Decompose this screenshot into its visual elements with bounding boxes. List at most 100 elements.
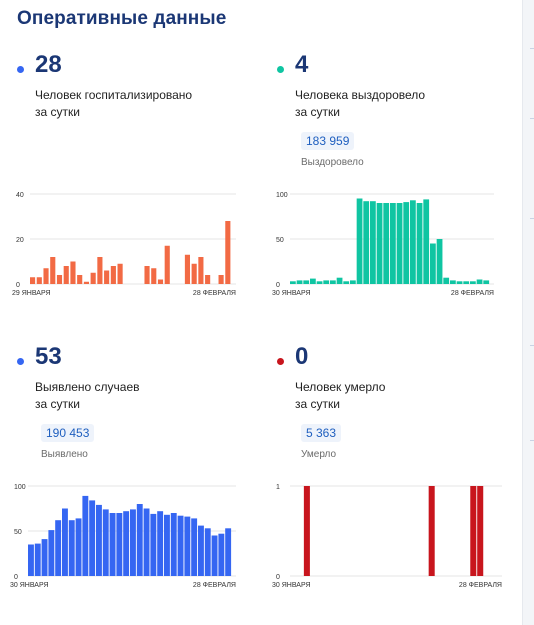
deaths-bar [477, 486, 484, 576]
cases-bar [191, 518, 198, 576]
hospitalized-bar [104, 270, 110, 284]
cases-bar [28, 544, 34, 576]
recovered-x-label-start: 30 ЯНВАРЯ [272, 290, 311, 297]
cases-bar [62, 508, 68, 576]
hospitalized-desc-line1: Человек госпитализировано [35, 88, 193, 102]
recovered-bar [376, 203, 383, 284]
recovered-bar [483, 280, 490, 284]
hospitalized-y-tick-label: 20 [16, 237, 24, 244]
hospitalized-bar [144, 266, 150, 284]
hospitalized-bar [151, 268, 157, 284]
recovered-y-tick-label: 50 [276, 237, 284, 244]
cases-total: 190 453 [41, 424, 95, 442]
cases-bar [102, 509, 109, 576]
recovered-chart: 0 50 100 30 ЯНВАРЯ 28 ФЕВРАЛЯ [272, 192, 494, 297]
cases-bar [123, 511, 130, 576]
hospitalized-bar [110, 266, 116, 284]
recovered-bar [336, 277, 343, 284]
recovered-desc-line2: за сутки [295, 105, 340, 119]
hospitalized-bar [77, 275, 83, 284]
recovered-bar [456, 281, 463, 284]
recovered-bar [450, 280, 456, 284]
hospitalized-bar [70, 261, 76, 284]
cases-value: 53 [35, 343, 62, 370]
deaths-desc-line2: за сутки [295, 397, 340, 411]
cases-y-tick-label: 50 [14, 529, 22, 536]
deaths-bar [470, 486, 477, 576]
cases-bar [41, 539, 48, 576]
hospitalized-bar [50, 257, 56, 284]
recovered-bar [436, 239, 443, 284]
cases-bar [96, 504, 102, 576]
hospitalized-bar [56, 275, 63, 284]
recovered-bar [470, 281, 476, 284]
recovered-bar [323, 280, 330, 284]
recovered-bar [290, 281, 296, 284]
cases-bar [157, 511, 164, 576]
cases-bar [68, 520, 75, 576]
hospitalized-bar [63, 266, 69, 284]
cases-y-tick-label: 0 [14, 574, 18, 581]
recovered-bar [350, 280, 356, 284]
recovered-value: 4 [295, 51, 309, 78]
side-panel-divider [530, 118, 534, 119]
hospitalized-bar [83, 281, 89, 284]
recovered-bar [310, 278, 316, 284]
card-recovered: 4 Человека выздоровело за сутки 183 959 … [277, 50, 527, 320]
cases-bar [48, 530, 55, 576]
cases-bar [116, 513, 123, 576]
hospitalized-bar [36, 277, 42, 284]
hospitalized-bar [157, 279, 164, 284]
deaths-total: 5 363 [301, 424, 342, 442]
cases-bar [177, 515, 184, 576]
recovered-total-label: Выздоровело [301, 157, 364, 168]
recovered-bar [463, 281, 470, 284]
cases-bar [143, 508, 150, 576]
hospitalized-y-tick-label: 40 [16, 192, 24, 199]
recovered-bar [430, 243, 436, 284]
deaths-desc-line1: Человек умерло [295, 380, 386, 394]
recovered-desc-line1: Человека выздоровело [295, 88, 426, 102]
recovered-bar [303, 280, 310, 284]
hospitalized-bar [97, 257, 103, 284]
deaths-description: Человек умерло за сутки [295, 379, 515, 413]
hospitalized-bar [218, 275, 224, 284]
recovered-total: 183 959 [301, 132, 355, 150]
recovered-bar [383, 203, 390, 284]
recovered-bar [356, 198, 363, 284]
side-panel-divider [530, 440, 534, 441]
hospitalized-chart: 0 20 40 29 ЯНВАРЯ 28 ФЕВРАЛЯ [12, 192, 236, 297]
side-panel-divider [530, 218, 534, 219]
cases-description: Выявлено случаев за сутки [35, 379, 255, 413]
recovered-description: Человека выздоровело за сутки [295, 87, 515, 121]
side-panel-divider [530, 345, 534, 346]
deaths-x-label-end: 28 ФЕВРАЛЯ [459, 582, 502, 589]
cases-desc-line2: за сутки [35, 397, 80, 411]
cases-y-tick-label: 100 [14, 484, 26, 491]
side-panel-edge [522, 0, 534, 625]
recovered-bar [403, 202, 410, 284]
cases-bar [164, 514, 170, 576]
recovered-bar [330, 280, 336, 284]
cases-bar [198, 525, 204, 576]
hospitalized-x-label-start: 29 ЯНВАРЯ [12, 290, 51, 297]
recovered-bar [343, 281, 350, 284]
hospitalized-bar [164, 245, 170, 284]
cases-bar [34, 543, 41, 576]
cases-total-label: Выявлено [41, 449, 88, 460]
hospitalized-bar [198, 257, 204, 284]
cases-bar [136, 504, 143, 576]
cases-bar [225, 528, 232, 576]
recovered-bar [476, 279, 483, 284]
recovered-bar [296, 280, 303, 284]
hospitalized-desc-line2: за сутки [35, 105, 80, 119]
recovered-y-tick-label: 100 [276, 192, 288, 199]
hospitalized-bar [205, 275, 211, 284]
deaths-y-tick-label: 0 [276, 574, 280, 581]
cases-bar [150, 513, 157, 576]
recovered-bar [316, 281, 323, 284]
recovered-bar [423, 199, 430, 284]
deaths-y-tick-label: 1 [276, 484, 280, 491]
recovered-bar [416, 203, 423, 284]
cases-bar [109, 513, 116, 576]
